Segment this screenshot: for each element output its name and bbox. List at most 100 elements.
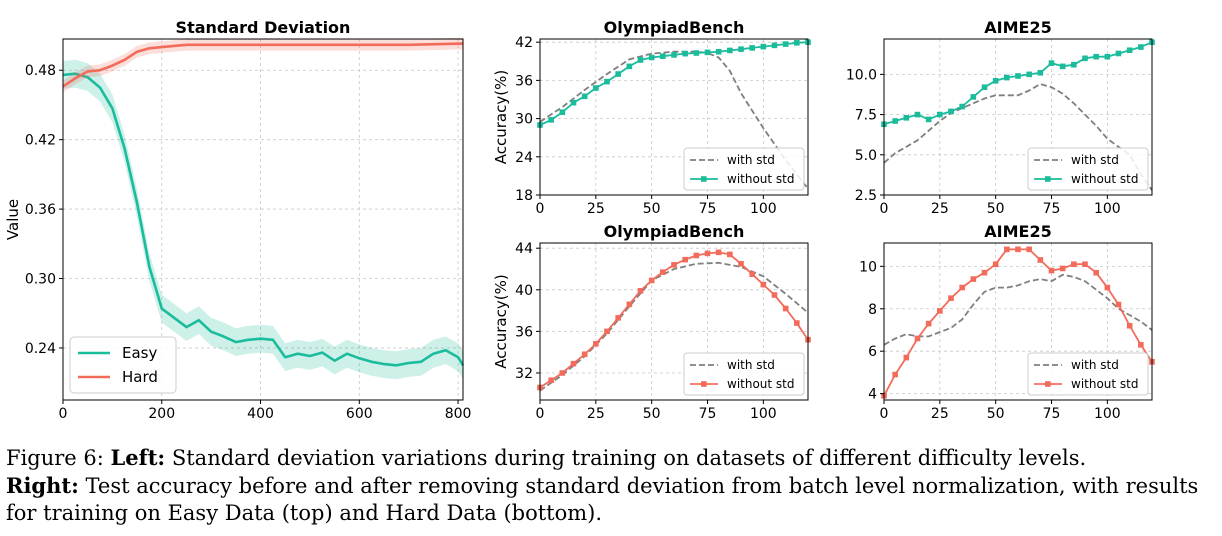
y-tick-label: 4 (868, 387, 877, 403)
y-tick-label: 7.5 (855, 108, 877, 124)
data-point (693, 50, 700, 56)
data-point (570, 360, 577, 367)
y-tick-label: 18 (515, 188, 533, 204)
chart-aime_hard: 0 25 50 75 100 4 6 8 10 AIME25 with std without std (859, 222, 1155, 422)
data-point (1015, 73, 1021, 79)
y-axis-label: Accuracy(%) (492, 274, 510, 368)
data-point (981, 84, 988, 91)
data-point (1037, 69, 1044, 76)
data-point (948, 295, 954, 301)
chart-title: Standard Deviation (176, 18, 351, 37)
data-point (782, 305, 789, 312)
data-point (992, 261, 999, 268)
x-tick-label: 100 (750, 406, 777, 422)
y-tick-label: 32 (515, 366, 533, 382)
data-point (626, 63, 633, 70)
data-point (704, 250, 711, 257)
y-tick-label: 24 (515, 150, 533, 166)
data-point (771, 42, 778, 49)
data-point (738, 46, 744, 52)
y-tick-label: 10.0 (846, 67, 877, 83)
x-tick-label: 200 (148, 406, 175, 422)
series-with-std (883, 83, 1153, 191)
data-point (1048, 267, 1055, 274)
figure-caption: Figure 6: Left: Standard deviation varia… (6, 444, 1216, 527)
figure: 0 200 400 600 8000.240.300.360.420.48Standar… (4, 18, 1155, 422)
data-point (548, 117, 554, 123)
x-tick-label: 100 (1094, 201, 1121, 217)
y-axis-label: Value (4, 199, 22, 240)
x-tick-label: 100 (1094, 406, 1121, 422)
x-tick-label: 100 (750, 201, 777, 217)
legend: with std without std (683, 352, 805, 396)
series-line (883, 273, 1153, 346)
legend-label: without std (1071, 377, 1139, 391)
chart-title: AIME25 (984, 222, 1051, 241)
data-point (937, 308, 943, 314)
legend: with std without std (1027, 352, 1149, 396)
data-point (992, 78, 999, 84)
data-point (1115, 301, 1122, 308)
x-tick-label: 50 (987, 406, 1005, 422)
legend-box (69, 336, 177, 394)
x-tick-label: 50 (987, 201, 1005, 217)
y-tick-label: 30 (515, 112, 533, 128)
y-tick-label: 0.24 (25, 341, 56, 357)
data-point (727, 47, 733, 54)
data-point (715, 249, 722, 256)
data-point (948, 108, 954, 115)
data-point (749, 45, 755, 51)
axes-frame (539, 242, 809, 401)
chart-ob_easy: 0 25 50 75 100 18 24 30 36 42 OlympiadBench Accurac… (492, 18, 811, 217)
data-point (1015, 246, 1021, 253)
data-point (593, 85, 599, 91)
x-tick-label: 75 (1043, 201, 1061, 217)
y-tick-label: 42 (515, 35, 533, 51)
legend-label: without std (727, 172, 795, 186)
data-point (1026, 71, 1032, 78)
data-point (1037, 257, 1044, 263)
y-tick-label: 36 (515, 324, 533, 340)
data-point (581, 93, 588, 100)
data-point (1126, 47, 1133, 54)
data-point (1093, 269, 1099, 276)
chart-std: 0 200 400 600 800 0.24 0.30 0.36 0.42 0.48 Standar… (4, 18, 471, 422)
legend-label: without std (727, 377, 795, 391)
legend-marker (1045, 381, 1051, 387)
x-tick-label: 0 (59, 406, 68, 422)
data-point (648, 277, 655, 284)
data-point (660, 269, 666, 275)
x-tick-label: 600 (346, 406, 373, 422)
axes-frame (62, 38, 464, 401)
data-point (1115, 50, 1122, 57)
y-tick-label: 36 (515, 73, 533, 89)
series-line (883, 41, 1153, 126)
data-point (1048, 60, 1055, 66)
chart-ob_hard: 0 25 50 75 100 32 36 40 44 OlympiadBench Accuracy(… (492, 222, 811, 422)
data-point (682, 256, 688, 263)
series-without-std (881, 39, 1155, 128)
data-point (981, 269, 988, 276)
y-tick-label: 6 (868, 344, 877, 360)
confidence-band (63, 37, 463, 93)
data-point (760, 281, 767, 288)
data-point (959, 103, 965, 110)
y-tick-label: 8 (868, 302, 877, 318)
series-line (62, 72, 465, 367)
chart-title: AIME25 (984, 18, 1051, 37)
caption-left-label: Left: (110, 445, 166, 470)
y-tick-label: 44 (515, 241, 533, 257)
axes-frame (539, 38, 809, 196)
data-point (671, 52, 677, 58)
legend-marker (701, 176, 707, 182)
data-point (1104, 284, 1111, 291)
data-point (1059, 265, 1066, 272)
x-tick-label: 0 (880, 406, 889, 422)
y-tick-label: 0.30 (25, 272, 56, 288)
data-point (794, 40, 800, 46)
data-point (749, 271, 755, 277)
data-point (637, 57, 644, 63)
data-point (794, 320, 800, 326)
data-point (615, 315, 621, 321)
legend-label: with std (727, 153, 775, 167)
